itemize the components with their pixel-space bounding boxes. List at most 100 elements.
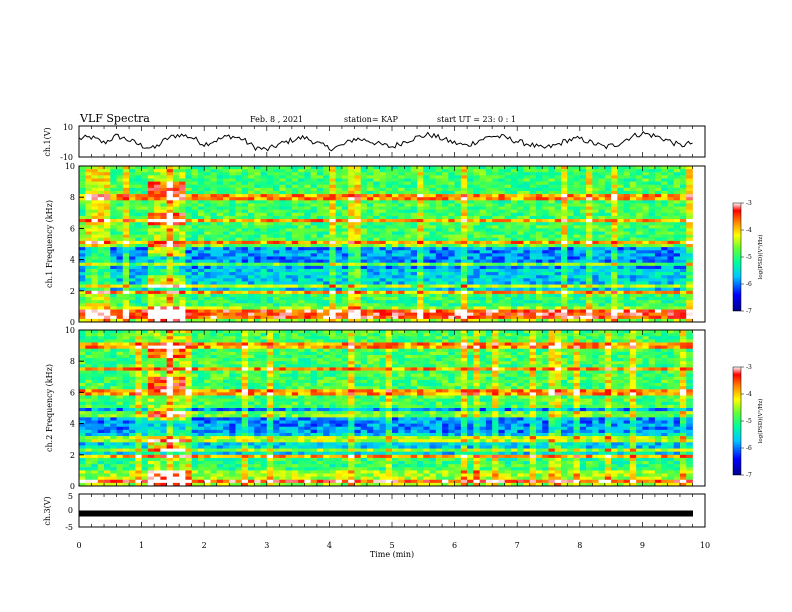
spectrogram-cell bbox=[629, 318, 637, 323]
spectrogram-cell bbox=[129, 166, 136, 170]
spectrogram-cell bbox=[298, 318, 305, 323]
spectrogram-cell bbox=[166, 253, 174, 257]
spectrogram-cell bbox=[398, 187, 405, 192]
spectrogram-cell bbox=[485, 166, 493, 170]
spectrogram-cell bbox=[479, 306, 487, 310]
spectrogram-cell bbox=[285, 318, 293, 323]
spectrogram-cell bbox=[435, 306, 443, 310]
spectrogram-cell bbox=[160, 187, 168, 192]
spectrogram-cell bbox=[498, 206, 506, 211]
spectrogram-cell bbox=[448, 287, 455, 292]
spectrogram-cell bbox=[498, 166, 506, 170]
spectrogram-cell bbox=[667, 178, 675, 182]
spectrogram-cell bbox=[492, 244, 499, 248]
spectrogram-cell bbox=[611, 234, 618, 239]
spectrogram-cell bbox=[686, 228, 693, 232]
spectrogram-cell bbox=[91, 265, 99, 270]
spectrogram-cell bbox=[642, 209, 650, 214]
spectrogram-cell bbox=[529, 275, 537, 279]
spectrogram-cell bbox=[561, 237, 568, 242]
spectrogram-cell bbox=[248, 231, 255, 236]
spectrogram-cell bbox=[385, 281, 393, 285]
spectrogram-cell bbox=[467, 300, 474, 304]
spectrogram-cell bbox=[291, 215, 299, 220]
spectrogram-cell bbox=[598, 184, 606, 189]
spectrogram-cell bbox=[79, 225, 86, 229]
spectrogram-cell bbox=[510, 212, 518, 217]
spectrogram-cell bbox=[448, 262, 455, 267]
spectrogram-cell bbox=[423, 175, 430, 179]
spectrogram-cell bbox=[329, 272, 337, 276]
spectrogram-cell bbox=[341, 175, 349, 179]
spectrogram-cell bbox=[172, 293, 180, 298]
spectrogram-cell bbox=[341, 284, 349, 289]
spectrogram-cell bbox=[473, 303, 481, 307]
spectrogram-cell bbox=[129, 306, 136, 310]
spectrogram-cell bbox=[210, 172, 218, 176]
spectrogram-cell bbox=[673, 240, 681, 245]
spectrogram-cell bbox=[679, 272, 687, 276]
spectrogram-cell bbox=[623, 309, 631, 314]
spectrogram-cell bbox=[341, 309, 349, 314]
spectrogram-cell bbox=[141, 175, 149, 179]
spectrogram-cell bbox=[554, 259, 562, 264]
spectrogram-cell bbox=[354, 212, 362, 217]
spectrogram-cell bbox=[91, 215, 99, 220]
spectrogram-cell bbox=[273, 250, 280, 254]
spectrogram-cell bbox=[611, 184, 618, 189]
spectrogram-cell bbox=[241, 219, 249, 223]
spectrogram-cell bbox=[197, 175, 205, 179]
spectrogram-cell bbox=[686, 318, 693, 323]
spectrogram-cell bbox=[179, 219, 186, 223]
spectrogram-cell bbox=[298, 309, 305, 314]
spectrogram-cell bbox=[310, 237, 318, 242]
spectrogram-cell bbox=[154, 278, 161, 282]
spectrogram-cell bbox=[686, 259, 693, 264]
spectrogram-cell bbox=[291, 247, 299, 251]
spectrogram-cell bbox=[654, 318, 662, 323]
spectrogram-cell bbox=[604, 231, 612, 236]
spectrogram-cell bbox=[404, 219, 412, 223]
spectrogram-cell bbox=[104, 318, 111, 323]
spectrogram-cell bbox=[147, 259, 155, 264]
spectrogram-cell bbox=[285, 259, 293, 264]
spectrogram-cell bbox=[298, 209, 305, 214]
spectrogram-cell bbox=[166, 256, 174, 260]
spectrogram-cell bbox=[304, 197, 312, 201]
spectrogram-cell bbox=[229, 215, 236, 220]
spectrogram-cell bbox=[642, 169, 650, 173]
spectrogram-cell bbox=[410, 281, 418, 285]
spectrogram-cell bbox=[686, 275, 693, 279]
spectrogram-cell bbox=[460, 184, 468, 189]
spectrogram-cell bbox=[329, 265, 337, 270]
spectrogram-cell bbox=[498, 306, 506, 310]
spectrogram-cell bbox=[667, 256, 675, 260]
spectrogram-cell bbox=[285, 234, 293, 239]
spectrogram-cell bbox=[222, 184, 230, 189]
spectrogram-cell bbox=[504, 278, 512, 282]
spectrogram-cell bbox=[273, 166, 280, 170]
spectrogram-cell bbox=[492, 194, 499, 198]
spectrogram-cell bbox=[510, 190, 518, 195]
spectrogram-cell bbox=[235, 256, 243, 260]
spectrogram-cell bbox=[298, 272, 305, 276]
spectrogram-cell bbox=[423, 297, 430, 301]
spectrogram-cell bbox=[229, 187, 236, 192]
spectrogram-cell bbox=[235, 187, 243, 192]
spectrogram-cell bbox=[348, 197, 355, 201]
spectrogram-cell bbox=[442, 187, 449, 192]
spectrogram-cell bbox=[354, 290, 362, 295]
spectrogram-cell bbox=[316, 265, 324, 270]
spectrogram-cell bbox=[147, 209, 155, 214]
spectrogram-cell bbox=[273, 222, 280, 226]
spectrogram-cell bbox=[510, 309, 518, 314]
spectrogram-cell bbox=[404, 250, 412, 254]
spectrogram-cell bbox=[579, 172, 587, 176]
spectrogram-cell bbox=[360, 262, 368, 267]
spectrogram-cell bbox=[323, 297, 330, 301]
spectrogram-cell bbox=[122, 297, 130, 301]
spectrogram-cell bbox=[448, 181, 455, 186]
spectrogram-cell bbox=[210, 287, 218, 292]
spectrogram-cell bbox=[442, 262, 449, 267]
spectrogram-cell bbox=[179, 262, 186, 267]
